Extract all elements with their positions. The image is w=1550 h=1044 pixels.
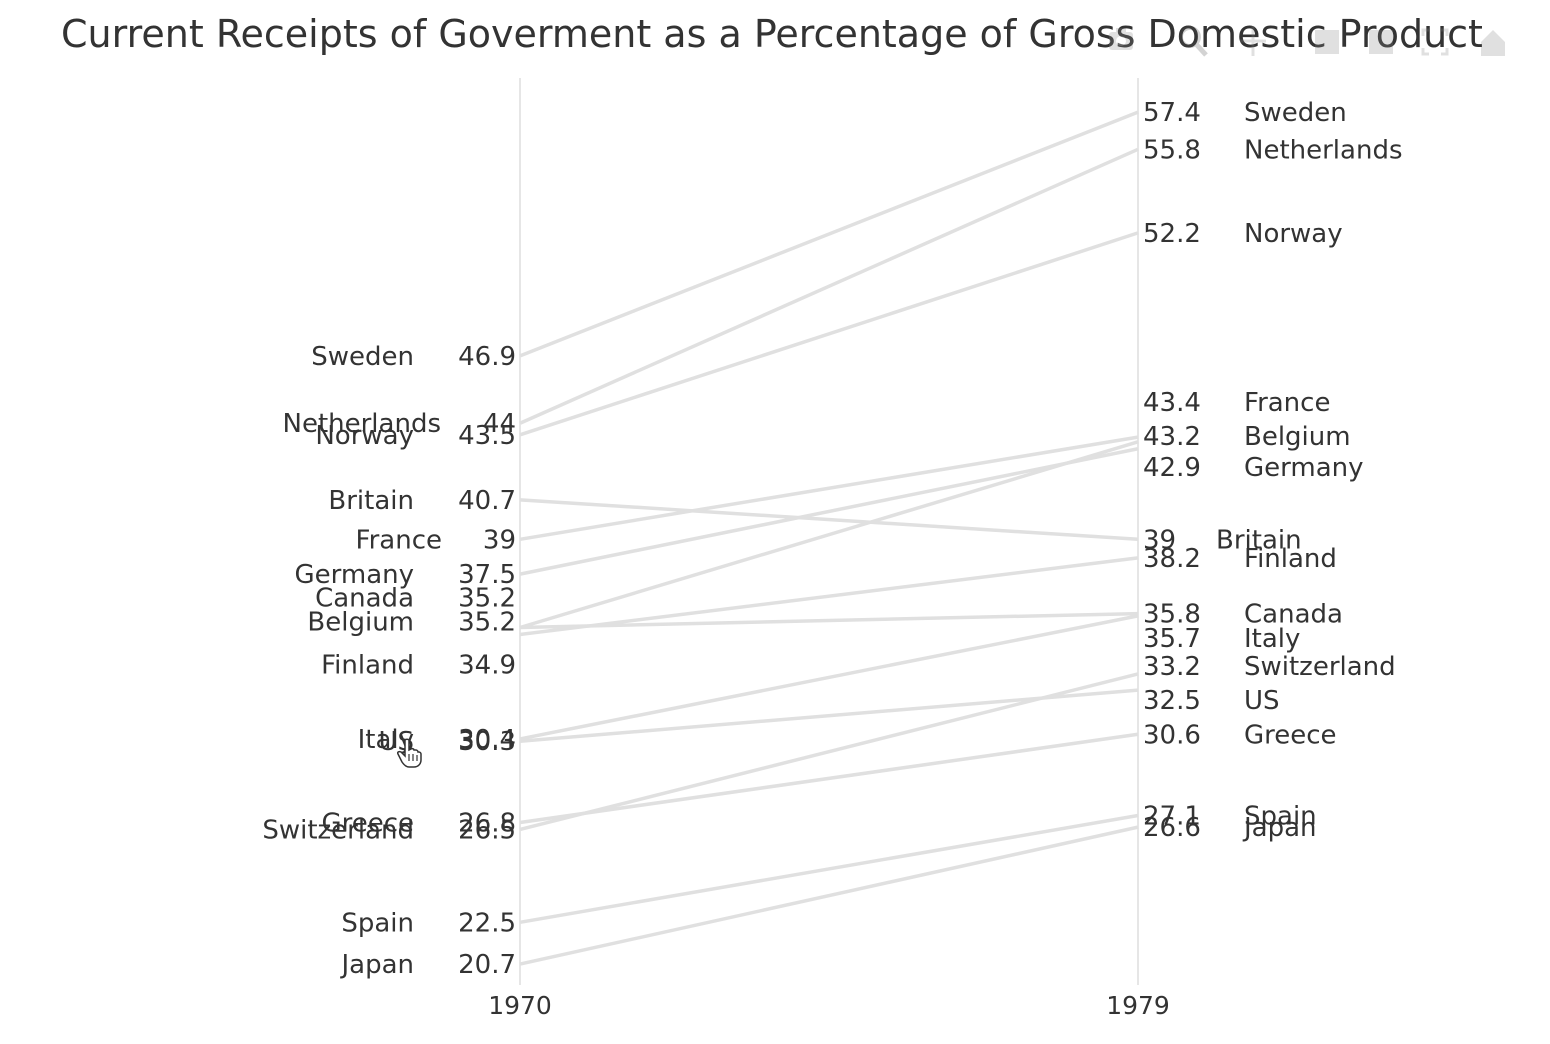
slope-line-finland[interactable] [519,556,1139,637]
value-label-1979-sweden: 57.4 [1143,98,1201,128]
slope-line-sweden[interactable] [519,110,1139,358]
value-label-1979-italy: 35.7 [1143,624,1201,654]
value-label-1970-canada: 35.2 [458,584,516,614]
value-label-1970-italy: 30.4 [458,725,516,755]
camera-icon[interactable] [1106,22,1136,58]
slope-line-germany[interactable] [519,447,1139,576]
country-label-1970-canada: Canada [315,584,414,614]
value-label-1970-sweden: 46.9 [458,342,516,372]
country-label-1970-belgium: Belgium [307,608,414,638]
country-label-1979-us: US [1244,686,1280,716]
country-label-1970-switzerland: Switzerland [262,815,414,845]
value-label-1970-britain: 40.7 [458,486,516,516]
country-label-1979-italy: Italy [1244,624,1300,654]
country-label-1970-norway: Norway [315,421,414,451]
value-label-1970-norway: 43.5 [458,421,516,451]
slope-line-france[interactable] [519,435,1139,542]
country-label-1979-france: France [1244,388,1330,418]
modebar [1100,22,1540,66]
slope-line-belgium[interactable] [519,440,1139,630]
value-label-1979-finland: 38.2 [1143,544,1201,574]
value-label-1970-netherlands: 44 [483,409,516,439]
country-label-1979-netherlands: Netherlands [1244,135,1403,165]
chart-title: Current Receipts of Goverment as a Perce… [61,12,1483,56]
zoom-in-icon[interactable] [1312,22,1342,58]
country-label-1970-japan: Japan [339,950,414,980]
country-label-1979-sweden: Sweden [1244,98,1347,128]
value-label-1970-spain: 22.5 [458,908,516,938]
value-label-1979-switzerland: 33.2 [1143,652,1201,682]
country-label-1970-greece: Greece [321,808,414,838]
value-label-1970-france: 39 [483,525,516,555]
value-label-1970-belgium: 35.2 [458,608,516,638]
value-label-1979-norway: 52.2 [1143,219,1201,249]
slope-line-italy[interactable] [519,614,1139,741]
slope-line-norway[interactable] [519,231,1139,437]
value-label-1979-germany: 42.9 [1143,453,1201,483]
slope-line-canada[interactable] [519,611,1139,630]
slope-line-netherlands[interactable] [519,147,1139,425]
value-label-1970-germany: 37.5 [458,560,516,590]
slope-line-greece[interactable] [519,732,1139,825]
zoom-icon[interactable] [1178,22,1208,58]
country-label-1979-spain: Spain [1244,802,1317,832]
zoom-out-icon[interactable] [1366,22,1396,58]
country-label-1979-germany: Germany [1244,453,1364,483]
value-label-1979-france: 43.4 [1143,388,1201,418]
country-label-1979-finland: Finland [1244,544,1337,574]
slope-line-japan[interactable] [519,825,1139,966]
country-label-1970-finland: Finland [321,650,414,680]
value-label-1970-switzerland: 26.5 [458,815,516,845]
country-label-1979-belgium: Belgium [1244,422,1351,452]
country-label-1979-greece: Greece [1244,720,1337,750]
country-label-1970-sweden: Sweden [311,342,414,372]
country-label-1970-britain: Britain [328,486,414,516]
country-label-1970-spain: Spain [341,908,414,938]
pan-icon[interactable] [1238,22,1268,58]
value-label-1970-greece: 26.8 [458,808,516,838]
x-tick-label-1970: 1970 [488,991,552,1020]
country-label-1979-switzerland: Switzerland [1244,652,1396,682]
slope-lines [519,110,1139,966]
value-label-1979-canada: 35.8 [1143,600,1201,630]
value-label-1979-netherlands: 55.8 [1143,135,1201,165]
slope-line-switzerland[interactable] [519,672,1139,832]
value-label-1979-belgium: 43.2 [1143,422,1201,452]
country-label-1970-france: France [356,525,442,555]
value-label-1979-spain: 27.1 [1143,802,1201,832]
autoscale-icon[interactable] [1420,22,1450,58]
country-label-1979-norway: Norway [1244,219,1343,249]
value-label-1970-finland: 34.9 [458,650,516,680]
country-label-1979-canada: Canada [1244,600,1343,630]
x-tick-label-1979: 1979 [1106,991,1170,1020]
value-label-1979-us: 32.5 [1143,686,1201,716]
country-label-1979-britain: Britain [1216,525,1302,555]
value-label-1970-us: 30.3 [458,727,516,757]
value-label-1979-japan: 26.6 [1143,813,1201,843]
value-label-1979-britain: 39 [1143,525,1176,555]
hand-cursor-icon [397,738,423,768]
slope-line-spain[interactable] [519,813,1139,925]
home-icon[interactable] [1478,22,1508,58]
value-label-1979-greece: 30.6 [1143,720,1201,750]
value-label-1970-japan: 20.7 [458,950,516,980]
slope-labels: 46.9 Sweden 57.4 Sweden 44 Netherlands 55.8 Net… [262,98,1402,980]
country-label-1970-netherlands: Netherlands [283,409,442,439]
country-label-1979-japan: Japan [1242,813,1317,843]
country-label-1970-germany: Germany [294,560,414,590]
slope-line-britain[interactable] [519,498,1139,542]
